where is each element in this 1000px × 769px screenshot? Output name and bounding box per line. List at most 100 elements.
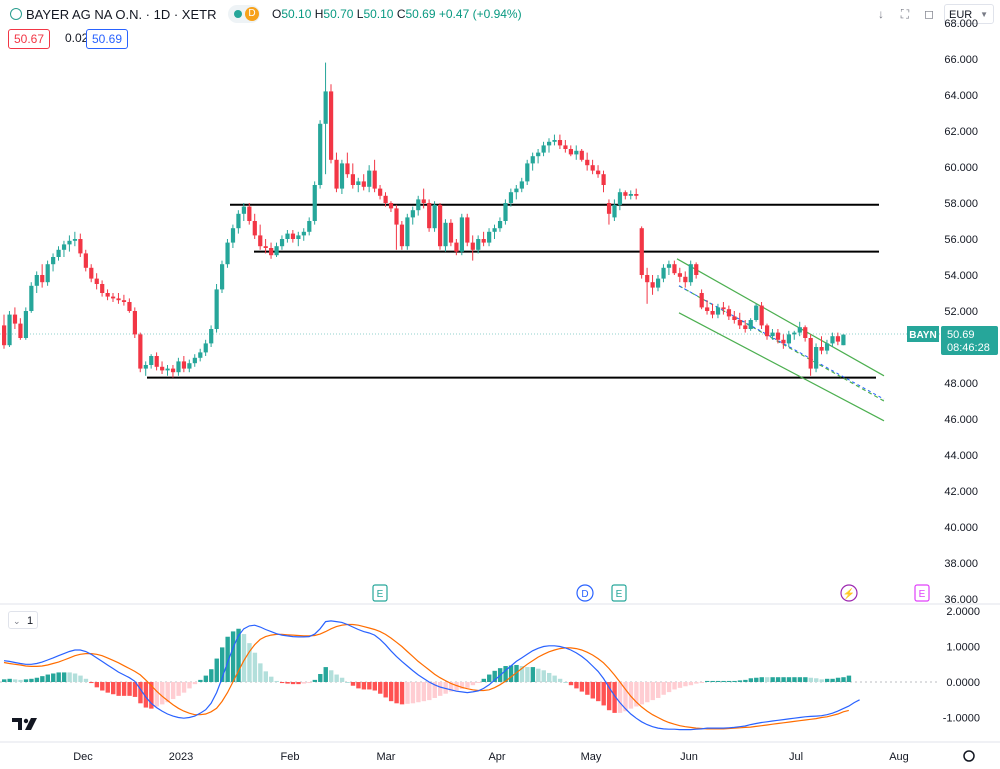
currency-select[interactable]: EUR ▼: [944, 4, 994, 24]
price-tick-label: 40.000: [944, 522, 978, 534]
price-tick-label: 46.000: [944, 414, 978, 426]
candle-body: [497, 221, 503, 229]
price-tick-label: 56.000: [944, 234, 978, 246]
ask-button[interactable]: 50.69: [86, 29, 129, 49]
macd-histogram-bar: [476, 682, 481, 683]
candle-body: [323, 91, 328, 124]
time-tick-label: Aug: [889, 751, 909, 763]
candle-body: [67, 240, 72, 245]
candle-body: [688, 264, 693, 283]
macd-histogram-bar: [715, 680, 721, 682]
macd-histogram-bar: [481, 678, 486, 682]
candle-body: [89, 267, 94, 279]
candle-body: [672, 264, 677, 274]
time-tick-label: Apr: [488, 751, 505, 763]
macd-histogram-bar: [367, 682, 372, 690]
candle-body: [743, 325, 748, 329]
candle-body: [492, 228, 497, 232]
candle-body: [617, 192, 623, 205]
candle-body: [694, 264, 699, 275]
candle-body: [547, 141, 552, 146]
candle-body: [732, 316, 737, 320]
candle-body: [258, 235, 263, 247]
macd-histogram-bar: [258, 663, 263, 682]
last-price-label: 50.69: [947, 329, 975, 341]
macd-pane: 2.0000 1.0000 0.0000 -1.0000: [0, 606, 980, 731]
candle-body: [786, 334, 791, 344]
macd-histogram-bar: [301, 682, 307, 684]
tradingview-logo[interactable]: [12, 716, 40, 732]
macd-histogram-bar: [40, 676, 45, 682]
candle-body: [465, 217, 470, 243]
candle-body: [181, 361, 187, 369]
candle-body: [203, 343, 208, 353]
axes-layer: 36.000 38.000 40.000 42.000 44.000 46.000 48.0…: [0, 18, 1000, 763]
macd-histogram-bar: [290, 682, 296, 685]
time-tick-label: May: [581, 751, 602, 763]
macd-histogram-bar: [672, 682, 677, 690]
macd-histogram-bar: [824, 678, 830, 682]
symbol-title[interactable]: BAYER AG NA O.N. · 1D · XETR: [10, 7, 216, 22]
fullscreen-icon[interactable]: ◻: [924, 7, 934, 21]
candle-body: [514, 188, 519, 193]
candle-body: [241, 206, 246, 214]
macd-histogram-bar: [459, 682, 465, 689]
candle-body: [656, 278, 661, 288]
candle-body: [154, 356, 159, 367]
macd-histogram-bar: [45, 674, 50, 682]
macd-tick-label: 0.0000: [946, 677, 980, 689]
maximize-icon[interactable]: ⛶: [900, 7, 910, 21]
open-value: 50.10: [281, 7, 312, 21]
symbol-price-tag: [907, 326, 939, 342]
indicator-toggle[interactable]: ⌄ 1: [8, 611, 38, 629]
candle-body: [12, 314, 18, 324]
macd-histogram-bar: [247, 643, 252, 682]
macd-histogram-bar: [263, 671, 268, 682]
macd-histogram-bar: [530, 667, 536, 682]
candle-body: [536, 152, 541, 157]
candle-body: [432, 204, 437, 229]
macd-histogram-bar: [585, 682, 590, 695]
macd-histogram-bar: [220, 647, 225, 682]
macd-histogram-bar: [574, 682, 579, 689]
arrow-down-icon[interactable]: ↓: [878, 7, 884, 21]
candle-body: [350, 174, 355, 185]
open-label: O: [272, 7, 282, 21]
macd-histogram-bar: [203, 675, 209, 682]
split-marker-icon: [840, 584, 858, 602]
dividend-marker-icon: [576, 584, 594, 602]
macd-histogram-bar: [765, 677, 770, 682]
macd-histogram-bar: [416, 682, 421, 703]
macd-histogram-bar: [797, 677, 803, 682]
macd-histogram-bar: [438, 682, 443, 696]
macd-histogram-bar: [274, 680, 279, 682]
candle-body: [170, 368, 176, 373]
session-status[interactable]: D: [228, 5, 260, 23]
macd-histogram-bar: [830, 678, 835, 682]
macd-histogram-bar: [568, 682, 574, 686]
macd-histogram-bar: [803, 677, 808, 682]
macd-histogram-bar: [236, 628, 241, 682]
candle-body: [623, 192, 628, 196]
symbol-title-text: BAYER AG NA O.N. · 1D · XETR: [26, 7, 217, 22]
candle-body: [116, 298, 121, 301]
bid-button[interactable]: 50.67: [8, 29, 51, 49]
candle-body: [187, 363, 192, 369]
candle-body: [677, 273, 682, 277]
macd-histogram-bar: [601, 682, 606, 706]
macd-histogram-bar: [427, 682, 432, 701]
candle-body: [590, 165, 595, 171]
candle-body: [835, 336, 841, 342]
candle-body: [263, 246, 268, 248]
macd-histogram-bar: [547, 672, 552, 682]
candle-body: [410, 210, 415, 218]
candle-body: [574, 150, 579, 155]
candle-body: [443, 222, 448, 247]
macd-histogram-bar: [383, 682, 388, 698]
candle-body: [427, 203, 432, 229]
candle-body: [383, 195, 388, 203]
macd-histogram-bar: [12, 679, 18, 682]
candle-body: [803, 327, 808, 338]
macd-histogram-bar: [83, 678, 89, 682]
